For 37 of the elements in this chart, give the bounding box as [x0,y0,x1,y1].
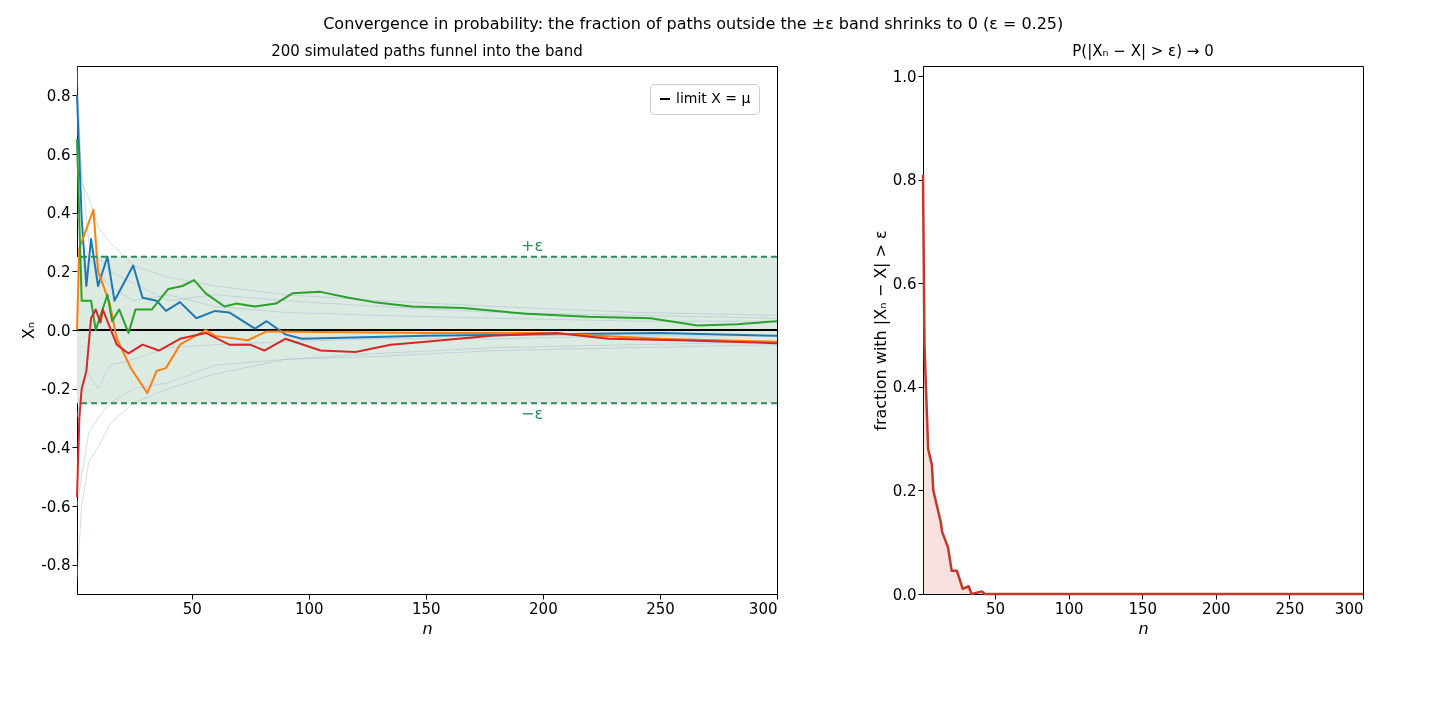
chart-title: P(|Xₙ − X| > ε) → 0 [1072,42,1214,61]
y-tick-label: 0.4 [46,204,71,223]
x-tick-label: 150 [412,599,441,618]
y-tick-label: -0.4 [41,438,71,457]
x-tick-label: 100 [1054,599,1084,618]
y-tick-label: 0.0 [892,585,917,604]
y-tick-label: 0.6 [892,274,917,293]
x-tick-label: 200 [1202,599,1231,618]
x-axis-title: n [1138,618,1149,638]
y-tick-label: -0.6 [41,497,71,516]
ref-line-label: +ε [520,235,544,255]
x-tick-label: 50 [986,599,1006,618]
y-tick-label: 0.8 [892,171,917,190]
y-axis-title: fraction with |Xₙ − X| > ε [870,230,890,431]
y-axis-title: Xₙ [19,321,39,340]
x-axis-title: n [422,618,433,638]
text: Convergence in probability: the fraction of paths outside the ±ε band shrinks to 0 (ε = 0.25) [323,13,1064,33]
x-tick-label: 300 [1334,599,1364,618]
x-tick-label: 300 [748,599,778,618]
x-tick-label: 50 [182,599,202,618]
ref-line-label: −ε [520,404,544,424]
y-tick-label: -0.8 [41,556,71,575]
y-tick-label: 0.2 [46,262,71,281]
x-tick-label: 100 [294,599,324,618]
x-tick-label: 250 [646,599,675,618]
x-tick-label: 250 [1275,599,1305,618]
chart-title: 200 simulated paths funnel into the band [271,42,583,61]
y-tick-label: 0.4 [892,378,917,397]
y-tick-label: 0.2 [892,481,917,500]
legend-label: limit X = μ [676,90,751,106]
y-tick-label: 0.0 [46,321,71,340]
y-tick-label: 0.6 [46,145,71,164]
x-tick-label: 200 [529,599,558,618]
x-tick-label: 150 [1128,599,1158,618]
y-tick-label: 0.8 [46,86,71,105]
y-tick-label: 1.0 [892,67,917,86]
y-tick-label: -0.2 [41,380,71,399]
